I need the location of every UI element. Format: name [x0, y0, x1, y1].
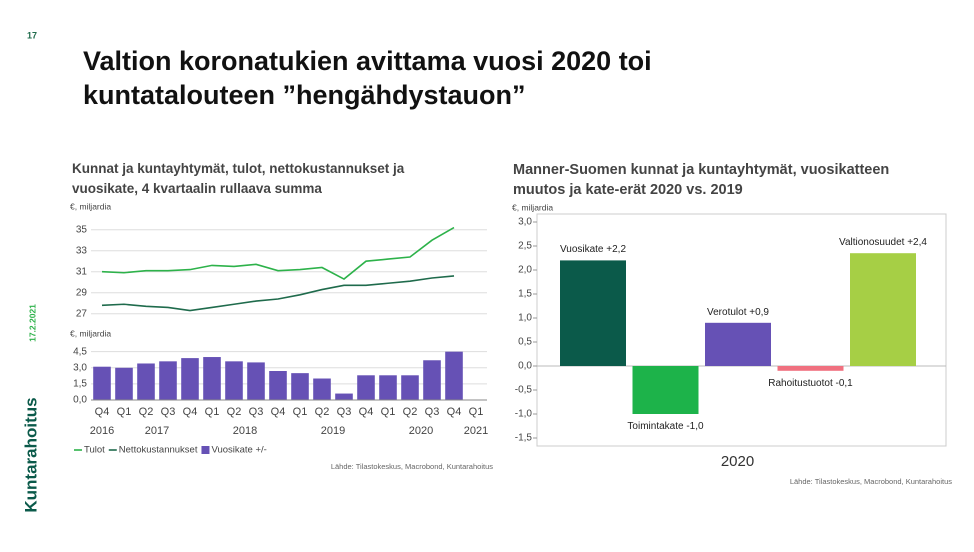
bar	[335, 393, 353, 400]
y-tick-label: 1,5	[518, 289, 532, 300]
bar	[357, 375, 375, 400]
value-label: Verotulot +0,9	[707, 306, 769, 318]
y-tick-label: 35	[76, 224, 88, 235]
x-tick-label: Q3	[425, 406, 440, 418]
year-label: 2018	[233, 425, 257, 437]
y-tick-label: -1,0	[515, 409, 533, 420]
legend-label: Tulot	[84, 445, 105, 456]
x-tick-label: Q4	[183, 406, 198, 418]
value-label: Rahoitustuotot -0,1	[768, 377, 853, 389]
x-tick-label: Q3	[249, 406, 264, 418]
bar	[401, 375, 419, 400]
y-tick-label: 1,5	[73, 379, 87, 390]
y-tick-label: 3,0	[518, 217, 532, 228]
slide-title: Valtion koronatukien avittama vuosi 2020…	[83, 46, 652, 110]
x-tick-label: Q1	[117, 406, 132, 418]
legend-label: Nettokustannukset	[119, 445, 198, 456]
bar	[313, 378, 331, 400]
y-tick-label: 0,5	[518, 337, 532, 348]
y-tick-label: 4,5	[73, 346, 87, 357]
x-tick-label: Q4	[359, 406, 374, 418]
bar	[423, 360, 441, 400]
x-tick-label: Q1	[293, 406, 308, 418]
x-tick-label: Q4	[447, 406, 462, 418]
x-tick-label: Q4	[271, 406, 286, 418]
x-tick-label: Q4	[95, 406, 110, 418]
bar	[632, 366, 699, 414]
x-tick-label: Q2	[227, 406, 242, 418]
x-tick-label: Q1	[205, 406, 220, 418]
page-number: 17	[27, 30, 37, 40]
bar	[93, 366, 111, 400]
bar	[705, 322, 771, 366]
bar	[291, 373, 309, 400]
y-tick-label: -0,5	[515, 385, 533, 396]
y-tick-label: 33	[76, 245, 88, 256]
date: 17.2.2021	[27, 304, 37, 342]
bar	[115, 367, 133, 400]
x-tick-label: 2020	[721, 453, 754, 470]
year-label: 2020	[409, 425, 433, 437]
bar	[269, 371, 287, 400]
line	[101, 226, 455, 281]
legend-swatch	[201, 446, 210, 454]
legend-label: Vuosikate +/-	[211, 445, 266, 456]
y-tick-label: 0,0	[518, 361, 532, 372]
bar	[137, 363, 155, 400]
y-tick-label: 27	[76, 308, 88, 319]
chart-title: Kunnat ja kuntayhtymät, tulot, nettokust…	[72, 161, 405, 196]
year-label: 2019	[321, 425, 345, 437]
x-tick-label: Q3	[337, 406, 352, 418]
y-tick-label: 2,5	[518, 241, 532, 252]
chart-title: Manner-Suomen kunnat ja kuntayhtymät, vu…	[513, 162, 890, 198]
y-tick-label: 0,0	[73, 395, 87, 406]
y-tick-label: 31	[76, 266, 88, 277]
bar	[225, 361, 243, 400]
bar	[159, 361, 177, 400]
y-tick-label: 3,0	[73, 362, 87, 373]
x-tick-label: Q2	[403, 406, 418, 418]
bar	[445, 351, 463, 400]
year-label: 2016	[90, 425, 114, 437]
source: Lähde: Tilastokeskus, Macrobond, Kuntara…	[790, 477, 952, 486]
y-tick-label: -1,5	[515, 433, 533, 444]
y-tick-label: 29	[76, 287, 88, 298]
x-tick-label: Q2	[139, 406, 154, 418]
y-axis-label: €, miljardia	[70, 328, 111, 338]
x-tick-label: Q3	[161, 406, 176, 418]
bar	[560, 260, 626, 366]
source: Lähde: Tilastokeskus, Macrobond, Kuntara…	[331, 462, 493, 471]
bar	[247, 362, 265, 400]
x-tick-label: Q1	[469, 406, 484, 418]
bar	[777, 366, 844, 371]
y-axis-label: €, miljardia	[70, 201, 111, 211]
year-label: 2021	[464, 425, 488, 437]
year-label: 2017	[145, 425, 169, 437]
y-tick-label: 1,0	[518, 313, 532, 324]
y-tick-label: 2,0	[518, 265, 532, 276]
y-axis-label: €, miljardia	[512, 202, 553, 212]
plot-frame	[536, 213, 947, 447]
bar	[181, 358, 199, 400]
value-label: Toimintakate -1,0	[627, 421, 704, 432]
bar	[379, 375, 397, 400]
line	[101, 275, 455, 312]
bar	[850, 253, 916, 366]
logo: Kuntarahoitus	[21, 397, 40, 512]
value-label: Vuosikate +2,2	[559, 244, 627, 256]
bar	[203, 357, 221, 400]
x-tick-label: Q1	[381, 406, 396, 418]
x-tick-label: Q2	[315, 406, 330, 418]
value-label: Valtionosuudet +2,4	[839, 237, 927, 249]
